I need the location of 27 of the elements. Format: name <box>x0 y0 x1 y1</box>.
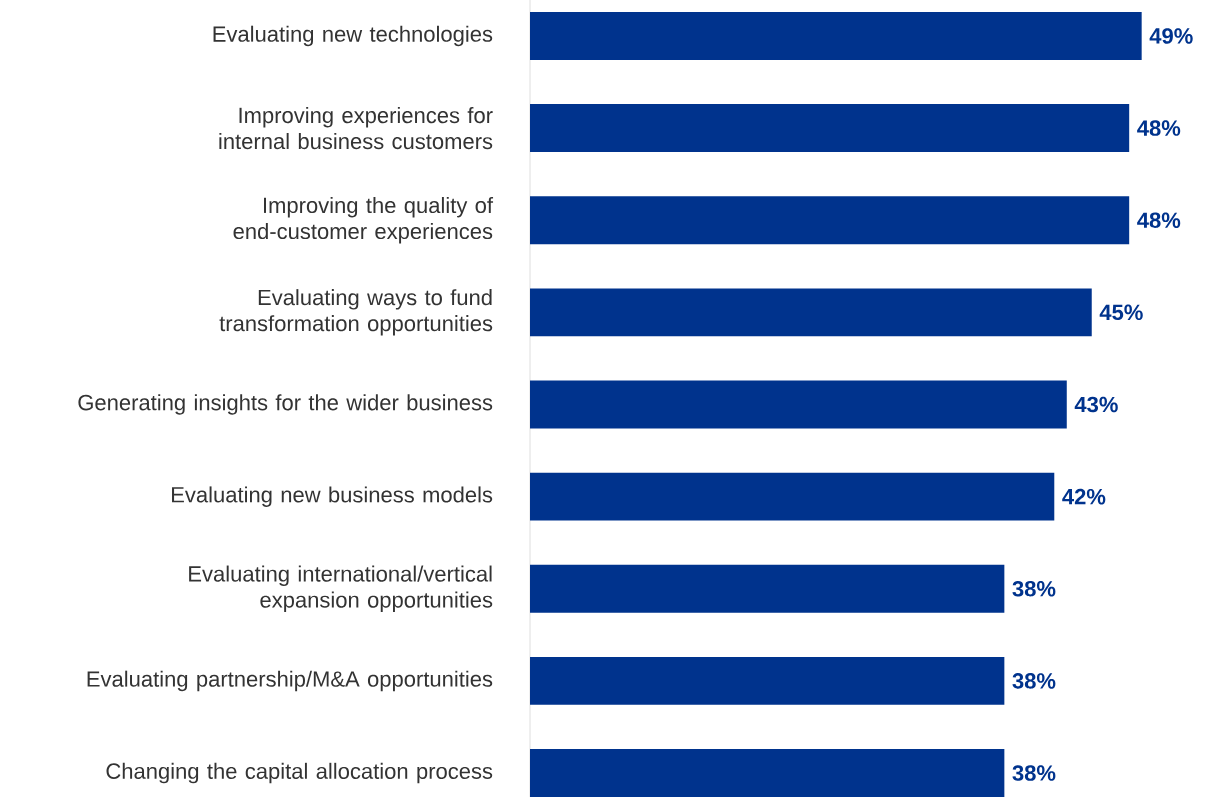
bar <box>530 288 1092 337</box>
y-tick-label: Evaluating international/vertical expansion opportunities <box>189 565 493 613</box>
data-label: 38% <box>1012 765 1056 781</box>
bar <box>530 196 1130 245</box>
y-tick-label: Changing the capital allocation process <box>106 762 493 784</box>
data-label: 48% <box>1137 120 1181 136</box>
bar <box>530 656 1005 705</box>
bar <box>530 472 1055 521</box>
bar <box>530 749 1005 797</box>
data-label: 48% <box>1137 212 1181 228</box>
y-tick-label: Improving experiences for internal business customers <box>219 107 493 150</box>
y-tick-label: Evaluating partnership/M&A opportunities <box>87 670 493 692</box>
data-label: 42% <box>1062 488 1106 505</box>
bar <box>530 11 1142 60</box>
y-tick-label: Generating insights for the wider business <box>78 394 493 415</box>
y-tick-label: Improving the quality of end-customer experiences <box>233 196 494 244</box>
bar <box>530 104 1130 153</box>
data-label: 38% <box>1012 580 1056 597</box>
y-tick-label: Evaluating ways to fund transformation opportunities <box>219 289 493 336</box>
y-tick-label: Evaluating new business models <box>172 486 493 507</box>
bar <box>530 380 1067 429</box>
data-label: 49% <box>1149 28 1193 44</box>
y-tick-label: Evaluating new technologies <box>213 25 493 47</box>
data-label: 43% <box>1074 396 1118 413</box>
data-label: 38% <box>1012 673 1056 689</box>
data-label: 45% <box>1099 304 1143 321</box>
bar <box>530 564 1005 613</box>
